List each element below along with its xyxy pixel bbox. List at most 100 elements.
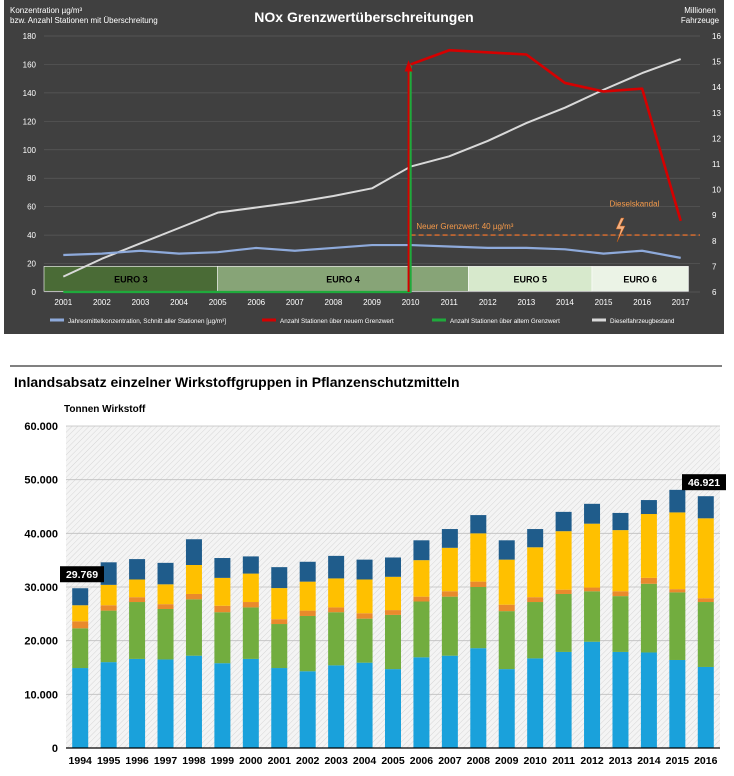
- x-tick-label: 2006: [247, 298, 265, 307]
- nox-right-axis-title-line1: Millionen: [684, 6, 716, 15]
- bar-segment: [669, 659, 686, 748]
- bar-segment: [328, 578, 345, 608]
- x-tick-label: 2014: [637, 755, 661, 767]
- right-tick-label: 8: [712, 237, 717, 246]
- left-tick-label: 120: [23, 117, 37, 126]
- bar-segment: [441, 529, 458, 548]
- bar-segment: [413, 596, 430, 602]
- bar-segment: [271, 668, 288, 748]
- x-tick-label: 1997: [154, 755, 178, 767]
- bar-segment: [328, 665, 345, 748]
- left-tick-label: 60: [27, 203, 36, 212]
- right-tick-label: 9: [712, 211, 717, 220]
- bar-segment: [640, 514, 657, 578]
- bar-segment: [72, 628, 89, 669]
- x-tick-label: 2012: [580, 755, 604, 767]
- total-callout-box: [60, 566, 104, 583]
- bar-segment: [385, 614, 401, 670]
- bar-segment: [100, 562, 117, 585]
- bar-segment: [271, 624, 288, 669]
- bar-segment: [72, 588, 89, 606]
- bar-segment: [584, 503, 601, 524]
- bar-segment: [669, 512, 686, 590]
- bar-segment: [669, 592, 686, 660]
- bar-segment: [527, 547, 544, 598]
- bar-segment: [72, 605, 89, 622]
- pesticide-plot-area: 0 10.000 20.000 30.000 40.000 50.000 60.000 199…: [24, 421, 726, 767]
- bar-segment: [299, 581, 316, 611]
- bar-segment: [441, 596, 458, 656]
- bar-segment: [413, 601, 430, 658]
- bar-segment: [157, 562, 174, 585]
- x-tick-label: 2003: [132, 298, 150, 307]
- bar-segment: [214, 612, 231, 664]
- bar-segment: [470, 648, 487, 748]
- right-tick-label: 6: [712, 288, 717, 297]
- bar-segment: [555, 531, 572, 590]
- bar-segment: [470, 587, 487, 649]
- euro-band-label: EURO 3: [114, 274, 148, 284]
- bar-segment: [584, 523, 601, 588]
- bar-segment: [527, 602, 544, 659]
- bar-segment: [356, 662, 373, 748]
- pesticide-y-axis-title: Tonnen Wirkstoff: [64, 404, 146, 415]
- y-tick-label: 30.000: [24, 582, 58, 594]
- bar-segment: [356, 613, 373, 619]
- x-tick-label: 2001: [54, 298, 72, 307]
- bar-segment: [299, 610, 316, 616]
- nox-plot-area: 0 20 40 60 80 100 120 140 160 180 6 7 8 9 10 11 12 13 14 15…: [23, 32, 722, 325]
- bar-segment: [214, 558, 231, 578]
- bar-segment: [328, 612, 345, 666]
- bar-segment: [498, 604, 515, 612]
- bar-segment: [555, 593, 572, 652]
- bar-segment: [100, 605, 117, 611]
- x-tick-label: 1998: [182, 755, 206, 767]
- bar-segment: [100, 584, 117, 606]
- bar-segment: [584, 641, 601, 748]
- bar-segment: [356, 618, 373, 663]
- x-tick-label: 2015: [595, 298, 613, 307]
- right-tick-label: 14: [712, 83, 721, 92]
- bar-segment: [697, 598, 714, 603]
- right-tick-label: 15: [712, 58, 721, 67]
- right-tick-label: 11: [712, 160, 721, 169]
- bar-segment: [242, 658, 259, 748]
- nox-chart-title: NOx Grenzwertüberschreitungen: [254, 9, 473, 25]
- bar-segment: [129, 559, 146, 580]
- nox-left-axis-title-line1: Konzentration µg/m³: [10, 6, 83, 15]
- legend-label: Anzahl Stationen über neuem Grenzwert: [280, 318, 394, 325]
- x-tick-label: 2016: [633, 298, 651, 307]
- x-tick-label: 2010: [402, 298, 420, 307]
- bar-segment: [640, 500, 657, 515]
- bar-segment: [612, 530, 629, 592]
- left-tick-label: 160: [23, 60, 37, 69]
- total-callout-box: [682, 474, 726, 491]
- x-tick-label: 2008: [467, 755, 491, 767]
- x-tick-label: 2012: [479, 298, 497, 307]
- bar-segment: [413, 540, 430, 561]
- x-tick-label: 2009: [363, 298, 381, 307]
- bar-segment: [413, 657, 430, 748]
- x-tick-label: 2000: [239, 755, 263, 767]
- new-limit-label: Neuer Grenzwert: 40 µg/m³: [416, 222, 513, 231]
- x-tick-label: 2005: [381, 755, 405, 767]
- euro-band: [591, 266, 689, 292]
- bar-segment: [669, 489, 686, 513]
- bar-segment: [385, 557, 401, 577]
- bar-segment: [498, 669, 515, 748]
- right-tick-label: 7: [712, 262, 717, 271]
- euro-band: [43, 266, 218, 292]
- x-tick-label: 2008: [325, 298, 343, 307]
- bar-segment: [385, 576, 401, 611]
- bar-segment: [640, 583, 657, 653]
- left-tick-label: 80: [27, 174, 36, 183]
- bar-segment: [584, 591, 601, 642]
- x-tick-label: 2007: [438, 755, 462, 767]
- pesticide-chart: Inlandsabsatz einzelner Wirkstoffgruppen…: [10, 365, 726, 767]
- bar-segment: [242, 556, 259, 574]
- bar-segment: [498, 559, 515, 605]
- right-tick-label: 12: [712, 134, 721, 143]
- bar-segment: [299, 671, 316, 748]
- bar-segment: [640, 577, 657, 584]
- total-callout-label: 46.921: [688, 477, 720, 489]
